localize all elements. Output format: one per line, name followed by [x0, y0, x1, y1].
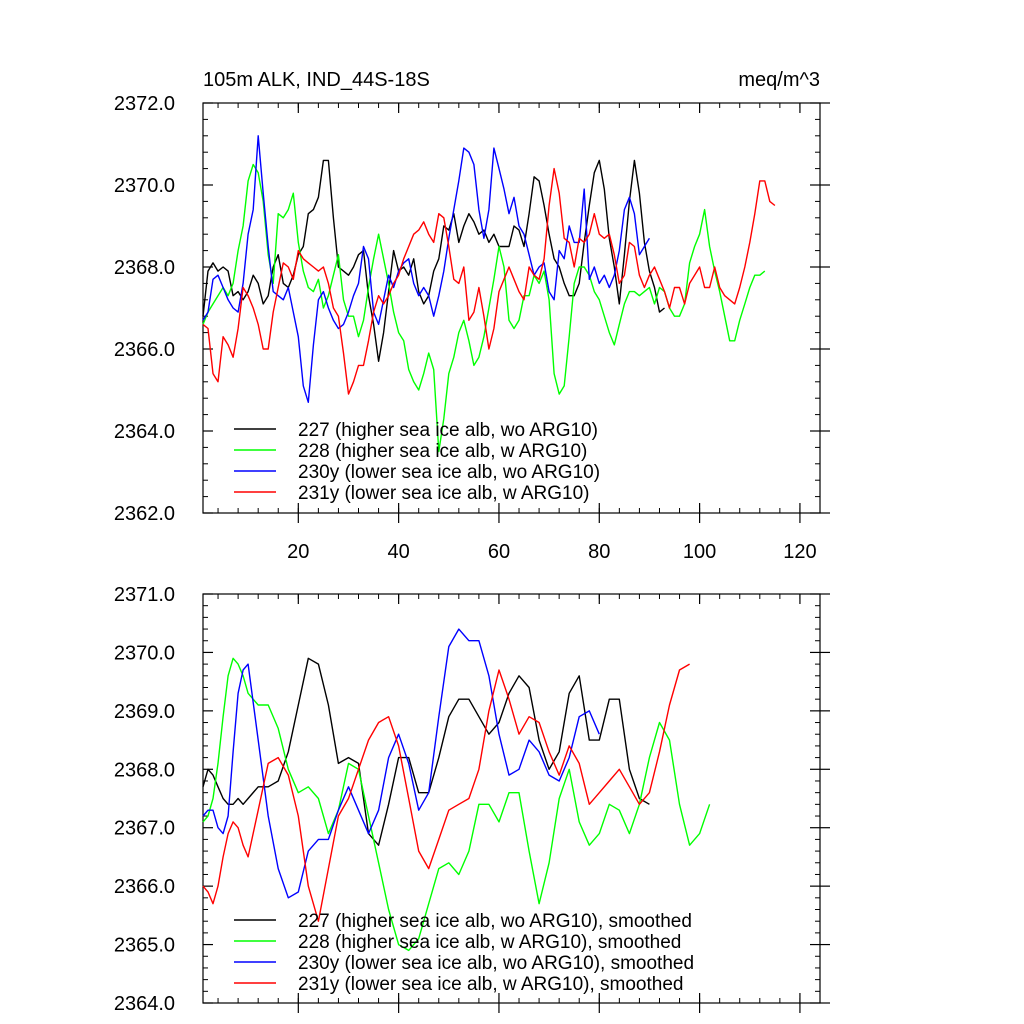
plot-top: 20 40 60 80 100 120 2362.0 2364.0 2366.0 2368.0 23… [114, 93, 830, 563]
y-tick-label: 2366.0 [114, 339, 175, 361]
legend-label-1: 228 (higher sea ice alb, w ARG10), smoot… [298, 932, 681, 953]
y-tick-label: 2366.0 [114, 876, 175, 898]
y-tick-label: 2365.0 [114, 935, 175, 957]
x-tick-label: 20 [287, 541, 309, 563]
y-tick-label: 2369.0 [114, 701, 175, 723]
y-tick-label: 2370.0 [114, 175, 175, 197]
plot-bottom: 2364.0 2365.0 2366.0 2367.0 2368.0 2369.0 2370… [114, 584, 830, 1015]
y-tick-label: 2368.0 [114, 257, 175, 279]
legend-label-3: 231y (lower sea ice alb, w ARG10) [298, 483, 589, 504]
legend-label-0: 227 (higher sea ice alb, wo ARG10) [298, 420, 598, 441]
plot-frame [202, 102, 821, 514]
x-tick-label: 80 [588, 541, 610, 563]
plot-frame [202, 593, 821, 1004]
legend-label-2: 230y (lower sea ice alb, wo ARG10) [298, 462, 600, 483]
y-tick-label: 2372.0 [114, 93, 175, 115]
series-line-1 [202, 163, 766, 453]
title-right: meq/m^3 [738, 69, 820, 91]
title-left: 105m ALK, IND_44S-18S [203, 69, 430, 91]
legend-label-1: 228 (higher sea ice alb, w ARG10) [298, 441, 587, 462]
y-tick-label: 2370.0 [114, 642, 175, 664]
series-line-3 [202, 663, 690, 922]
x-tick-label: 40 [388, 541, 410, 563]
series-line-0 [202, 657, 650, 846]
legend-label-0: 227 (higher sea ice alb, wo ARG10), smoo… [298, 911, 692, 932]
legend-label-2: 230y (lower sea ice alb, wo ARG10), smoo… [298, 953, 694, 974]
x-tick-label: 120 [783, 541, 816, 563]
y-tick-label: 2368.0 [114, 759, 175, 781]
y-tick-label: 2364.0 [114, 421, 175, 443]
y-tick-label: 2371.0 [114, 584, 175, 606]
y-tick-label: 2367.0 [114, 818, 175, 840]
x-tick-label: 60 [488, 541, 510, 563]
y-tick-label: 2364.0 [114, 993, 175, 1015]
series-line-2 [202, 628, 600, 899]
series-line-3 [202, 167, 776, 395]
legend-label-3: 231y (lower sea ice alb, w ARG10), smoot… [298, 974, 683, 995]
x-tick-label: 100 [683, 541, 716, 563]
y-tick-label: 2362.0 [114, 503, 175, 525]
series-line-0 [202, 159, 665, 362]
series-line-1 [202, 657, 711, 952]
